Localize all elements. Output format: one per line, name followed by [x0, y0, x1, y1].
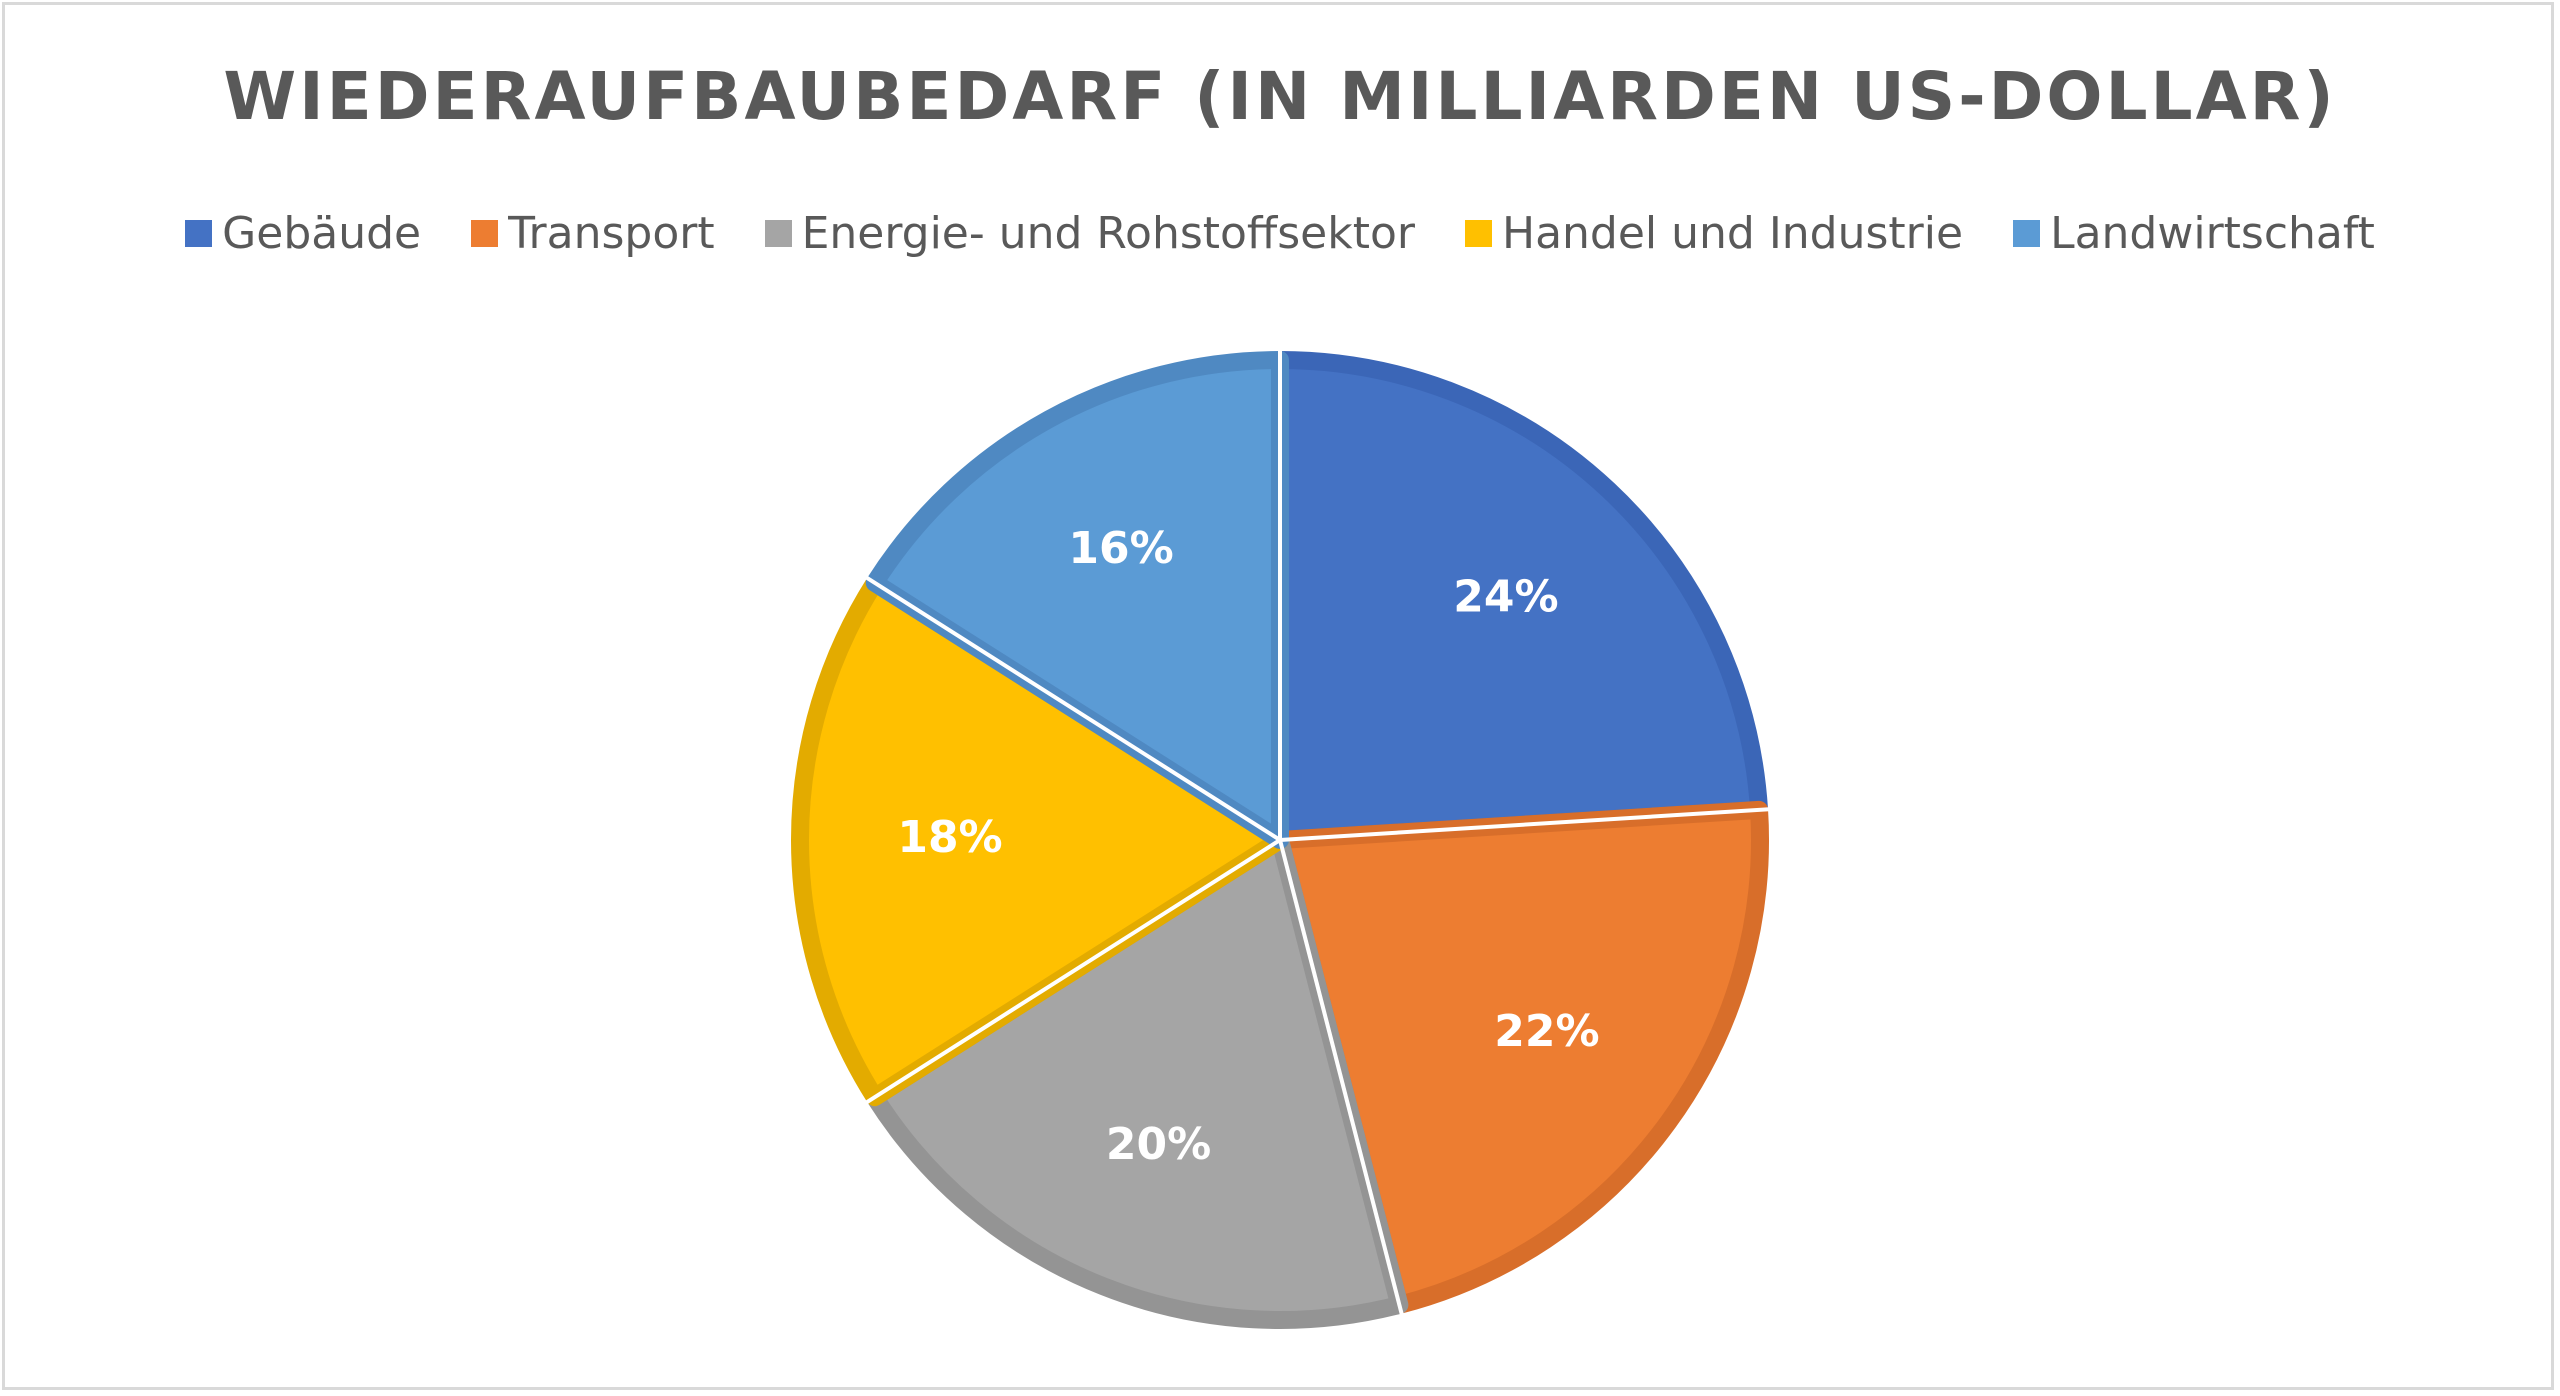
data-label: 24% — [1453, 571, 1558, 622]
legend-swatch — [185, 220, 213, 247]
legend-item: Landwirtschaft — [2013, 208, 2375, 259]
legend-item: Transport — [471, 208, 715, 259]
legend-item: Energie- und Rohstoffsektor — [764, 208, 1415, 259]
legend: Gebäude Transport Energie- und Rohstoffs… — [0, 208, 2560, 259]
data-label: 22% — [1494, 1006, 1599, 1057]
pie-slice — [791, 573, 1289, 1107]
legend-label: Gebäude — [222, 208, 422, 259]
legend-item: Gebäude — [185, 208, 421, 259]
pie-slice — [865, 831, 1409, 1329]
slice-separator — [1278, 839, 1404, 1316]
legend-label: Energie- und Rohstoffsektor — [801, 208, 1415, 259]
slice-separator — [865, 838, 1282, 1105]
pie-slice — [1271, 800, 1769, 1314]
legend-label: Transport — [508, 208, 715, 259]
chart-title: WIEDERAUFBAUBEDARF (IN MILLIARDEN US-DOL… — [223, 58, 2337, 135]
legend-label: Handel und Industrie — [1501, 208, 1964, 259]
legend-item: Handel und Industrie — [1464, 208, 1964, 259]
data-label: 18% — [897, 812, 1002, 863]
data-label: 20% — [1106, 1119, 1211, 1170]
slice-separator — [865, 575, 1282, 842]
legend-swatch — [764, 220, 792, 247]
legend-label: Landwirtschaft — [2050, 208, 2375, 259]
legend-swatch — [2013, 220, 2041, 247]
legend-swatch — [1464, 220, 1492, 247]
data-label: 16% — [1068, 523, 1173, 574]
slice-separator — [1279, 807, 1770, 842]
pie-slice — [865, 351, 1289, 849]
legend-swatch — [471, 220, 499, 247]
pie-slice — [1271, 351, 1769, 849]
